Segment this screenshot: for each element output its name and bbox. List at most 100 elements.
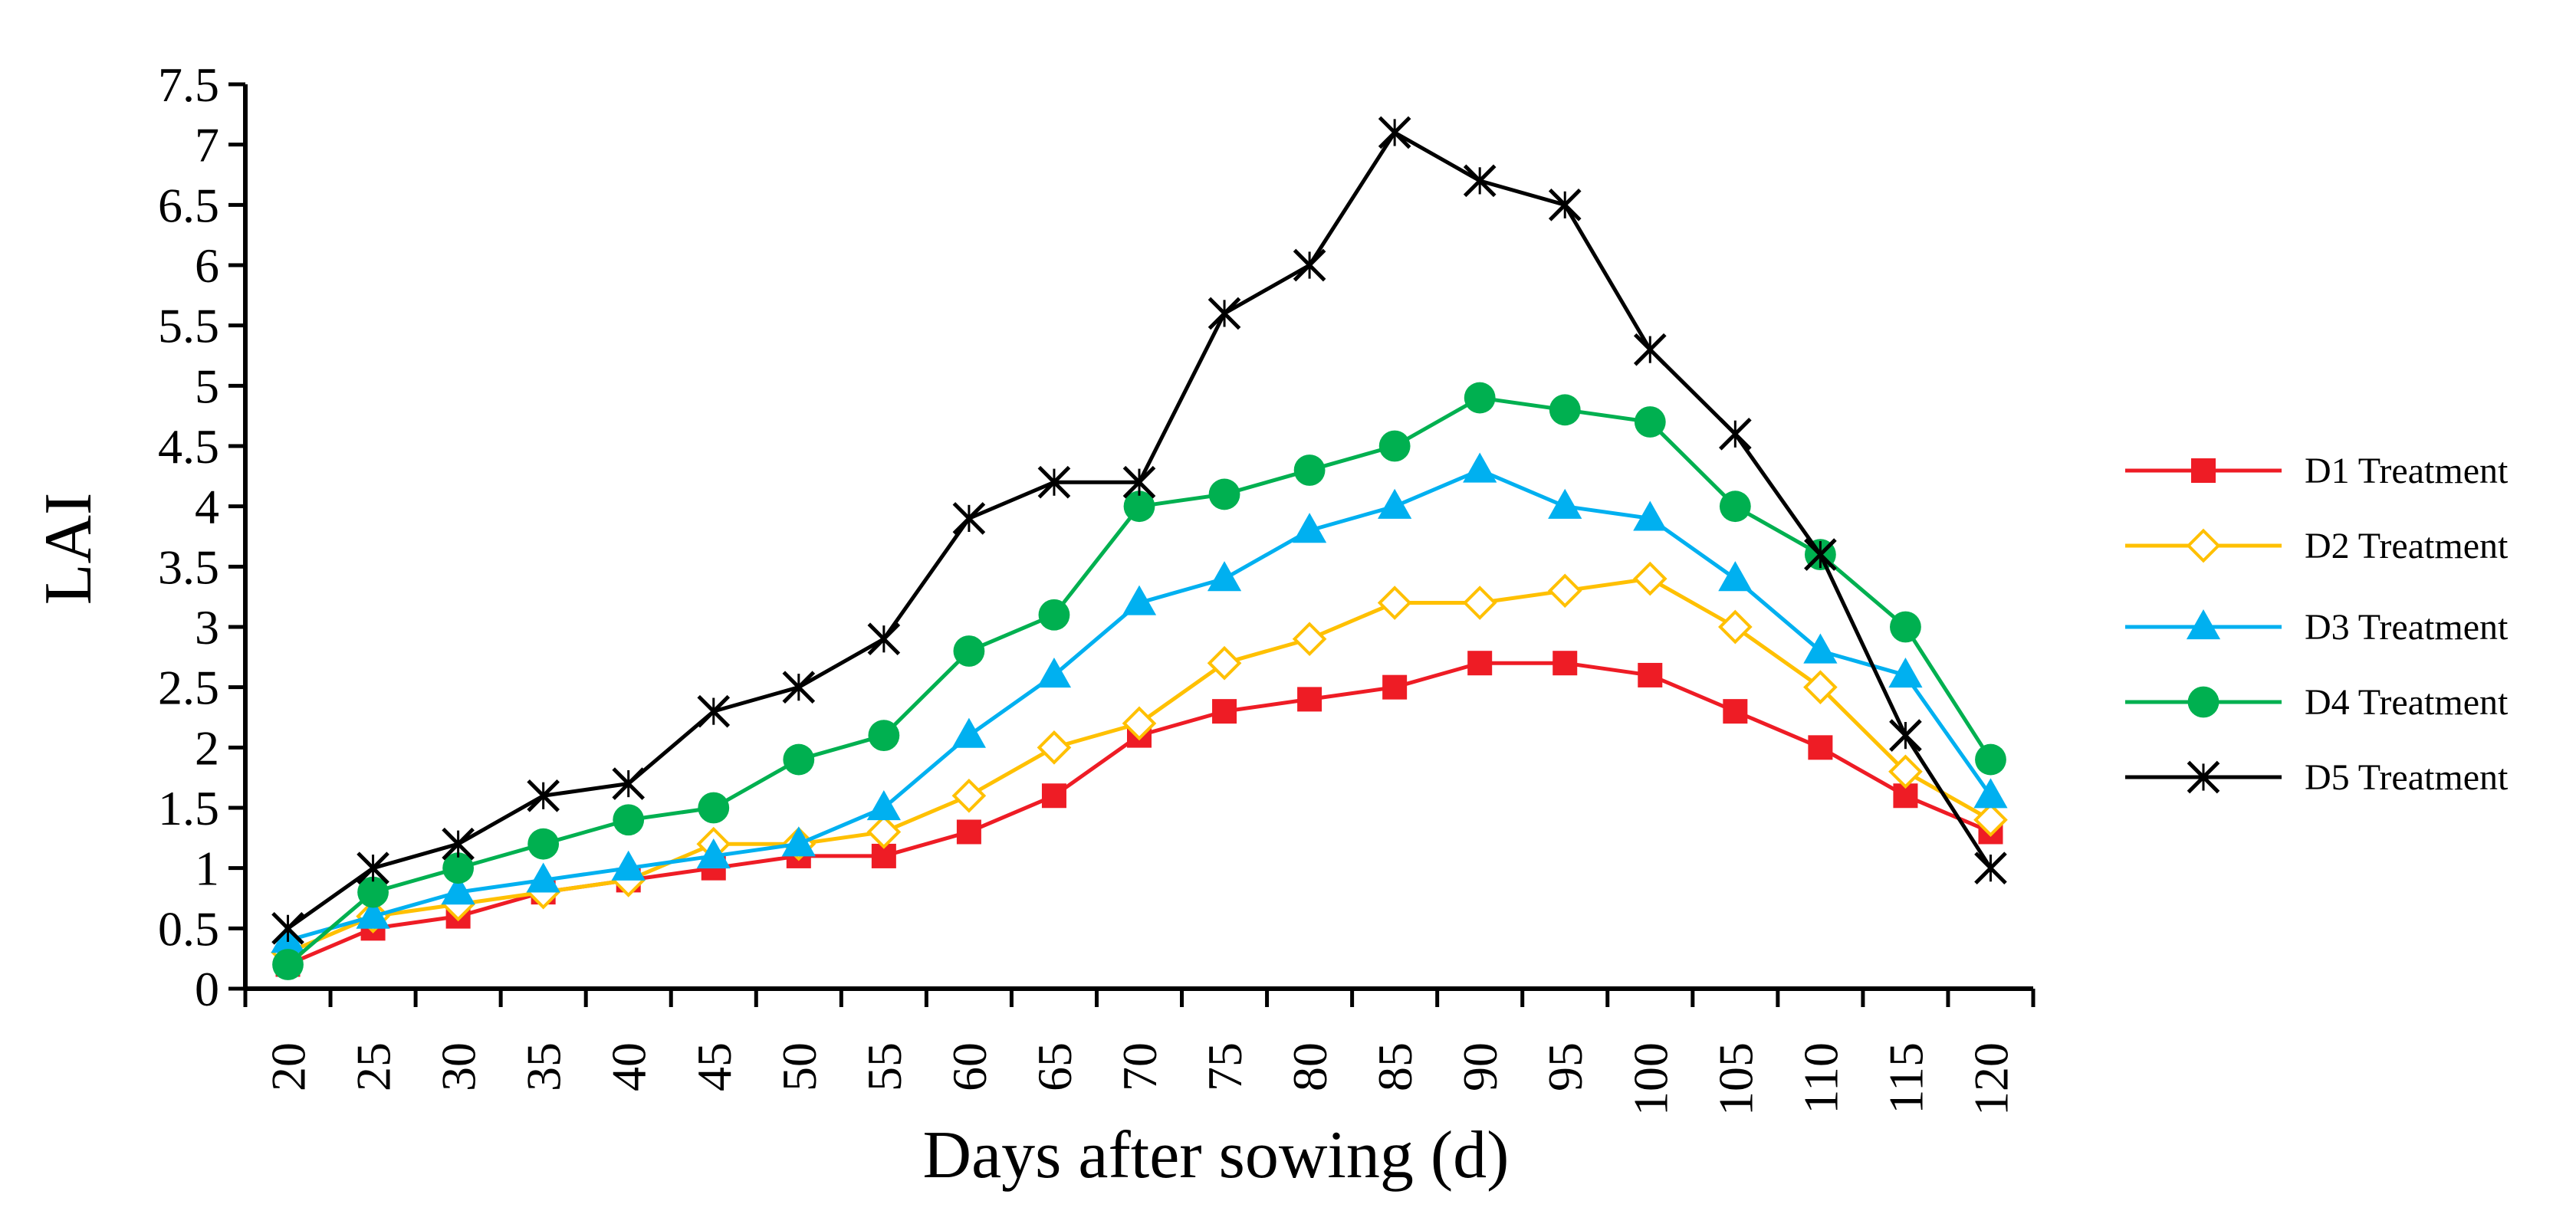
series-d3-treatment [271,452,2008,953]
x-tick-label: 105 [1708,1042,1763,1116]
data-point-d4-treatment [1719,491,1751,523]
series-d5-treatment [271,116,2007,945]
data-point-d4-treatment [1890,611,1921,643]
data-point-d4-treatment [527,828,560,860]
legend-label: D1 Treatment [2305,451,2509,491]
data-point-d3-treatment [1718,561,1753,592]
data-point-d5-treatment [952,502,986,535]
legend-marker [2187,686,2220,718]
data-point-d3-treatment [1378,488,1412,519]
series-layer [271,116,2008,980]
data-point-d4-treatment [1975,743,2006,776]
data-point-d1-treatment [1638,662,1663,687]
y-tick-label: 5.5 [158,299,219,353]
data-point-d3-treatment [696,838,731,869]
data-point-d2-treatment [1547,573,1582,609]
data-point-d4-treatment [953,635,985,667]
data-point-d4-treatment [1123,491,1155,523]
x-tick-label: 35 [517,1042,571,1091]
data-point-d5-treatment [867,622,901,656]
data-point-d2-treatment [1803,670,1838,704]
y-tick-label: 0 [195,962,219,1016]
legend-item-d3-treatment: D3 Treatment [2125,607,2509,648]
y-tick-label: 6.5 [158,178,219,232]
x-tick-label: 110 [1793,1042,1848,1114]
data-point-d5-treatment [612,767,646,800]
data-point-d5-treatment [1974,851,2007,884]
data-point-d4-treatment [1464,382,1496,414]
data-point-d3-treatment [1973,778,2008,809]
y-axis-title: LAI [31,493,106,605]
x-tick-label: 65 [1027,1042,1082,1091]
y-tick-label: 0.5 [158,901,219,956]
data-point-d2-treatment [1632,561,1668,596]
x-tick-label: 55 [857,1042,912,1091]
series-d1-treatment [275,651,2003,977]
x-tick-label: 85 [1368,1042,1422,1091]
y-tick-label: 1.5 [158,781,219,835]
x-tick-label: 40 [602,1042,656,1091]
data-point-d3-treatment [526,862,560,893]
legend-item-d1-treatment: D1 Treatment [2125,451,2509,491]
legend-marker [2186,528,2221,563]
y-tick-label: 4 [195,480,219,534]
data-point-d2-treatment [1122,706,1157,741]
data-point-d1-treatment [1382,674,1408,700]
data-point-d1-treatment [1467,651,1493,676]
x-tick-label: 90 [1453,1042,1507,1091]
x-tick-label: 95 [1538,1042,1592,1091]
data-point-d1-treatment [1212,699,1237,724]
legend-item-d4-treatment: D4 Treatment [2125,682,2509,723]
data-point-d5-treatment [1633,333,1667,366]
axes: 0 0.51 1.5 22.5 3 3.5 4 4.5 5 5.5 6 6.5 7 7.5 20 25 30 35… [158,57,2036,1116]
data-point-d5-treatment [1548,189,1582,221]
data-point-d4-treatment [1293,454,1326,486]
data-point-d4-treatment [1208,478,1240,510]
data-point-d2-treatment [1207,645,1242,681]
data-point-d4-treatment [272,949,304,980]
data-point-d2-treatment [1377,586,1412,620]
data-point-d5-treatment [1804,538,1837,571]
y-tick-label: 6 [195,238,219,293]
data-point-d4-treatment [357,876,389,908]
data-point-d2-treatment [1718,609,1753,645]
data-point-d3-treatment [1803,633,1838,664]
data-point-d3-treatment [1207,561,1242,592]
legend-marker [2187,760,2220,794]
x-tick-label: 20 [261,1042,316,1091]
legend-label: D5 Treatment [2305,757,2509,798]
data-point-d1-treatment [1297,687,1322,712]
x-tick-label: 60 [942,1042,997,1091]
data-point-d2-treatment [1973,802,2008,838]
legend-label: D2 Treatment [2305,526,2509,566]
data-point-d4-treatment [1634,406,1666,438]
series-d2-treatment [271,561,2008,970]
legend: D1 Treatment D2 Treatment D3 Treatment D4 T… [2125,451,2509,798]
data-point-d3-treatment [1463,452,1497,483]
data-point-d1-treatment [1723,699,1748,724]
data-point-d2-treatment [1462,586,1497,620]
legend-label: D3 Treatment [2305,607,2509,648]
data-point-d5-treatment [1122,465,1156,499]
y-tick-label: 2.5 [158,661,219,715]
data-point-d5-treatment [782,671,816,704]
data-point-d1-treatment [956,819,981,845]
data-point-d3-treatment [1292,513,1327,543]
data-point-d5-treatment [1378,116,1411,149]
data-point-d2-treatment [951,778,987,813]
data-point-d2-treatment [1888,754,1923,789]
y-tick-label: 3.5 [158,540,219,594]
data-point-d2-treatment [866,815,902,849]
data-point-d5-treatment [1463,164,1497,198]
data-point-d5-treatment [1719,417,1752,451]
legend-marker [2191,458,2216,483]
data-point-d3-treatment [1037,657,1072,688]
x-tick-label: 120 [1963,1042,2018,1116]
legend-item-d2-treatment: D2 Treatment [2125,526,2509,566]
data-point-d1-treatment [1808,735,1833,760]
legend-marker [2186,609,2221,640]
y-tick-label: 4.5 [158,419,219,474]
data-point-d1-treatment [1041,783,1066,809]
y-tick-label: 7 [195,118,219,172]
